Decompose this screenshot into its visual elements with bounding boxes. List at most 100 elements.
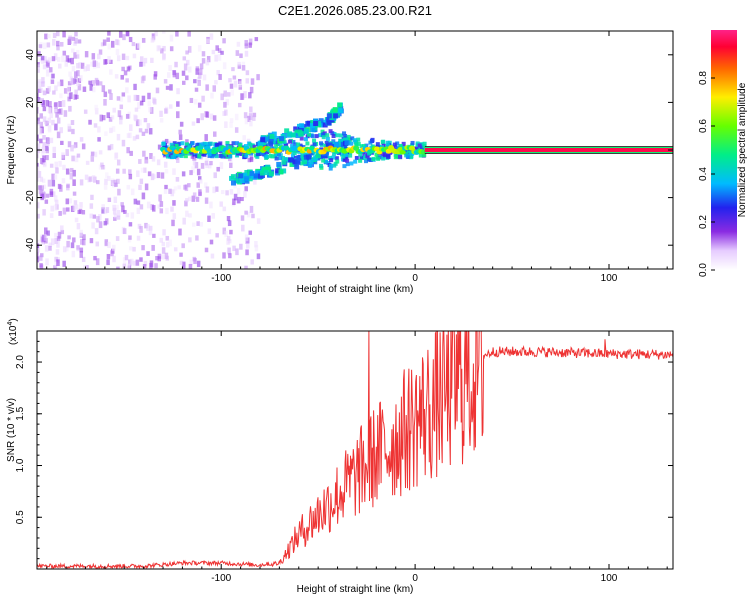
spectrogram-band-cell [321,158,326,163]
spectrogram-scatter-cell [249,120,253,127]
spectrogram-scatter-cell [48,107,53,115]
spectrogram-scatter-cell [147,92,151,100]
spectrogram-scatter-cell [91,222,95,229]
spectrogram-scatter-cell [188,66,192,73]
spectrogram-scatter-cell [171,219,175,227]
spectrogram-scatter-cell [207,163,212,169]
spectrogram-scatter-cell [42,135,46,140]
spectrogram-scatter-cell [60,229,65,235]
spectrogram-scatter-cell [122,228,127,235]
spectrogram-band-cell [409,155,414,160]
spectrogram-scatter-cell [175,156,180,163]
spectrogram-scatter-cell [232,245,236,252]
spectrogram-scatter-cell [203,182,208,188]
spectrogram-lower-branch-cell [249,171,255,177]
spectrogram-scatter-cell [185,75,189,81]
spectrogram-scatter-cell [157,256,161,262]
spectrogram-scatter-cell [132,260,136,266]
spectrogram-scatter-cell [178,228,182,236]
spectrogram-scatter-cell [143,260,148,266]
spectrogram-scatter-cell [116,215,121,220]
spectrogram-scatter-cell [72,204,77,211]
spectrogram-scatter-cell [204,160,209,166]
snr-y-scale-text: (x10 [8,325,19,345]
spectrogram-upper-branch-cell [333,113,339,119]
colorbar-tick-label: 0.6 [698,119,709,133]
spectrogram-scatter-cell [146,123,151,129]
spectrogram-scatter-cell [196,168,201,176]
spectrogram-scatter-cell [190,154,195,159]
spectrogram-scatter-cell [112,207,117,215]
spectrogram-scatter-cell [237,196,241,204]
spectrogram-scatter-cell [59,108,63,115]
spectrogram-scatter-cell [247,115,251,122]
spectrogram-band-cell [307,132,312,137]
spectrogram-scatter-cell [214,80,218,85]
spectrogram-scatter-cell [39,255,43,261]
spectrogram-scatter-cell [37,66,40,73]
spectrogram-band-cell [359,144,364,149]
spectrogram-band-cell [293,149,298,154]
snr-frame [36,330,674,570]
spectrogram-scatter-cell [42,162,47,168]
spectrogram-scatter-cell [121,139,126,147]
snr-x-tick-label: 100 [601,573,618,584]
snr-panel: -100 0 100 0.5 1.0 1.5 2.0 Height of straight… [6,318,674,595]
spectrogram-band-cell [325,133,330,138]
spectrogram-scatter-cell [73,79,78,84]
spectrogram-scatter-cell [197,76,201,82]
spectrogram-scatter-cell [75,49,80,55]
spectrogram-scatter-cell [133,83,137,91]
spectrogram-scatter-cell [54,85,58,92]
spectrogram-scatter-cell [113,179,118,185]
spectrogram-scatter-cell [105,172,109,178]
spectrogram-band-cell [318,133,323,138]
spectrogram-scatter-cell [146,251,150,256]
spectrogram-scatter-cell [205,163,209,169]
spectrogram-scatter-cell [182,261,186,268]
spectrogram-scatter-cell [154,31,158,37]
spectrogram-scatter-cell [125,55,130,61]
spectrogram-band-cell [197,153,202,158]
spectrogram-scatter-cell [104,218,109,225]
spectrogram-lower-branch-cell [247,176,253,182]
spectrogram-scatter-cell [139,257,143,262]
spectrogram-band-cell [407,152,412,157]
spectrogram-scatter-cell [52,38,56,46]
spectrogram-y-tick-label: -20 [25,190,36,205]
spectrogram-scatter-cell [50,205,54,212]
spectrogram-scatter-cell [111,126,116,132]
spectrogram-band-cell [228,145,233,150]
spectrogram-band-cell [274,143,279,148]
spectrogram-scatter-cell [198,72,202,79]
spectrogram-scatter-cell [187,46,192,53]
spectrogram-scatter-cell [195,235,199,241]
spectrogram-scatter-cell [115,39,119,45]
spectrogram-scatter-cell [91,86,96,93]
spectrogram-scatter-cell [241,65,246,71]
spectrogram-scatter-cell [251,213,255,219]
spectrogram-scatter-cell [159,110,163,117]
spectrogram-scatter-cell [57,231,62,239]
spectrogram-scatter-cell [94,104,98,111]
spectrogram-scatter-cell [134,107,139,112]
spectrogram-scatter-cell [70,57,74,65]
spectrogram-upper-branch-cell [303,128,309,134]
spectrogram-scatter-cell [162,31,166,34]
spectrogram-scatter-cell [114,74,119,79]
spectrogram-scatter-cell [141,131,146,136]
spectrogram-scatter-cell [213,172,217,179]
spectrogram-heatmap [37,31,673,269]
spectrogram-y-ticks: -40 -20 0 20 40 [25,49,673,252]
spectrogram-lower-branch-cell [230,180,236,186]
spectrogram-scatter-cell [37,51,41,57]
spectrogram-scatter-cell [55,167,59,174]
spectrogram-scatter-cell [62,164,66,170]
spectrogram-scatter-cell [138,128,143,133]
spectrogram-scatter-cell [83,109,88,114]
spectrogram-lower-branch-cell [334,141,340,147]
spectrogram-scatter-cell [62,50,67,56]
spectrogram-scatter-cell [147,171,152,177]
spectrogram-scatter-cell [104,131,108,136]
spectrogram-scatter-cell [242,135,246,141]
